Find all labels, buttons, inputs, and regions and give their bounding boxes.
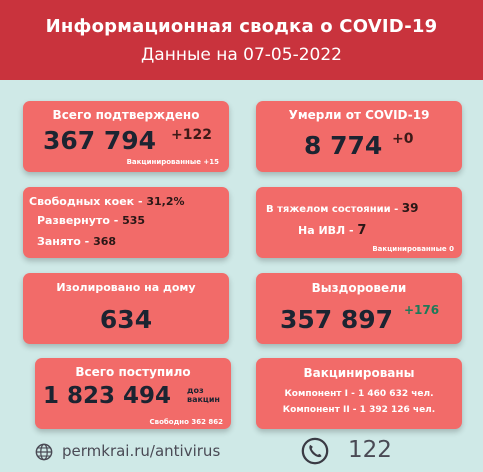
deaths-label: Умерли от COVID-19 (288, 108, 430, 122)
page-subtitle: Данные на 07-05-2022 (141, 45, 342, 65)
deaths-value: 8 774 (304, 131, 383, 160)
beds-occupied-value: 368 (93, 235, 117, 248)
isolated-label: Изолировано на дому (56, 281, 196, 294)
received-unit: доз вакцин (187, 386, 220, 404)
recovered-value: 357 897 (280, 305, 394, 334)
received-label: Всего поступило (75, 365, 191, 379)
footer: permkrai.ru/antivirus 122 (0, 437, 483, 470)
received-card: Всего поступило 1 823 494 доз вакцин Сво… (35, 358, 231, 429)
website-link[interactable]: permkrai.ru/antivirus (62, 442, 221, 460)
beds-occupied-line: Занято - 368 (37, 235, 117, 248)
confirmed-vaccinated-note: Вакцинированные +15 (126, 158, 219, 166)
beds-occupied-label: Занято (37, 235, 81, 248)
phone-icon (301, 437, 329, 465)
severe-value: 39 (401, 201, 419, 215)
ventilator-value: 7 (357, 223, 367, 238)
recovered-delta: +176 (404, 303, 440, 317)
confirmed-delta: +122 (171, 127, 212, 143)
received-value: 1 823 494 (43, 383, 172, 409)
received-unit-line1: доз (187, 386, 204, 395)
confirmed-card: Всего подтверждено 367 794 +122 Вакцинир… (23, 101, 229, 172)
severe-label: В тяжелом состоянии (266, 204, 391, 215)
severe-card: В тяжелом состоянии - 39 На ИВЛ - 7 Вакц… (256, 187, 462, 258)
vaccinated-card: Вакцинированы Компонент I - 1 460 632 че… (256, 358, 462, 429)
isolated-value: 634 (99, 305, 153, 334)
beds-deployed-value: 535 (122, 214, 146, 227)
phone-number[interactable]: 122 (348, 437, 392, 463)
recovered-label: Выздоровели (311, 281, 407, 295)
recovered-card: Выздоровели 357 897 +176 (256, 273, 462, 344)
header-banner: Информационная сводка о COVID-19 Данные … (0, 0, 483, 80)
ventilator-line: На ИВЛ - 7 (298, 223, 367, 238)
severe-line: В тяжелом состоянии - 39 (266, 201, 419, 215)
vaccinated-component2: Компонент II - 1 392 126 чел. (282, 405, 436, 415)
vaccinated-component1: Компонент I - 1 460 632 чел. (284, 389, 434, 399)
received-unit-line2: вакцин (187, 395, 220, 404)
vaccinated-label: Вакцинированы (303, 366, 415, 380)
severe-vaccinated-note: Вакцинированные 0 (372, 245, 454, 253)
received-free-note: Свободно 362 862 (149, 418, 223, 426)
deaths-delta: +0 (392, 131, 414, 147)
beds-free-label: Свободных коек (29, 195, 135, 208)
globe-icon (35, 443, 53, 461)
confirmed-value: 367 794 (43, 126, 157, 155)
beds-deployed-line: Развернуто - 535 (37, 214, 146, 227)
beds-deployed-label: Развернуто (37, 214, 110, 227)
beds-card: Свободных коек - 31,2% Развернуто - 535 … (23, 187, 229, 258)
ventilator-label: На ИВЛ (298, 224, 346, 237)
beds-free-value: 31,2% (146, 195, 185, 208)
confirmed-label: Всего подтверждено (52, 108, 200, 122)
page-title: Информационная сводка о COVID-19 (45, 16, 438, 37)
deaths-card: Умерли от COVID-19 8 774 +0 (256, 101, 462, 172)
beds-free-line: Свободных коек - 31,2% (29, 195, 185, 208)
isolated-card: Изолировано на дому 634 (23, 273, 229, 344)
